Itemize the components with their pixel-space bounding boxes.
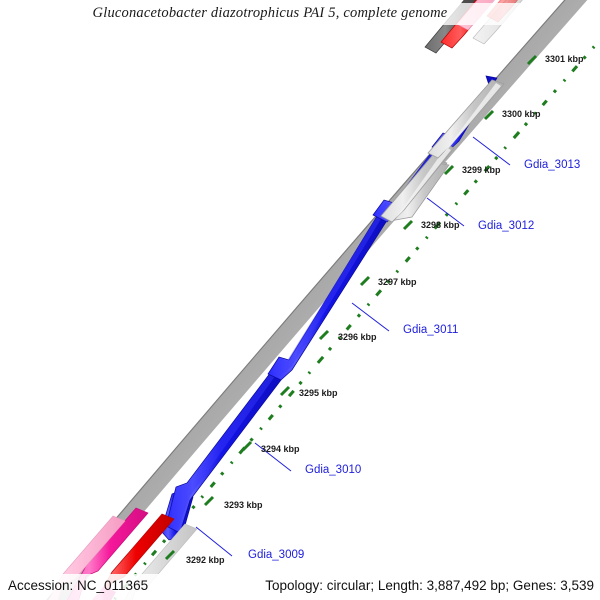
gene-features-gray[interactable] [380,79,505,223]
tick-label: 3301 kbp [545,54,584,64]
tick-label: 3294 kbp [261,444,300,454]
leader-line [195,526,233,557]
gene-label-gdia_3011[interactable]: Gdia_3011 [403,324,459,336]
genome-backbone-track[interactable] [30,0,600,600]
gene-label-gdia_3010[interactable]: Gdia_3010 [305,464,362,476]
tick-label: 3297 kbp [378,277,417,287]
page-title: Gluconacetobacter diazotrophicus PAI 5, … [92,5,448,21]
leader-line [254,442,292,472]
status-bar: Accession: NC_011365 Topology: circular;… [0,574,600,600]
topology-text: Topology: circular; Length: 3,887,492 bp… [265,578,594,593]
tick-label: 3296 kbp [338,332,377,342]
leader-line [472,136,511,166]
tick-label: 3295 kbp [299,388,338,398]
gene-label-leader-lines [195,136,511,557]
gc-skew-dotted-arc [111,37,600,600]
tick-marks [164,54,538,561]
accession-text: Accession: NC_011365 [8,578,149,593]
tick-label: 3293 kbp [224,500,263,510]
leader-line [426,197,465,227]
tick-label: 3299 kbp [462,165,501,175]
gene-label-gdia_3013[interactable]: Gdia_3013 [524,159,581,171]
gene-label-gdia_3012[interactable]: Gdia_3012 [478,220,535,232]
leader-line [351,302,390,332]
tick-label: 3298 kbp [421,220,460,230]
tick-label: 3292 kbp [186,555,225,565]
tick-label: 3300 kbp [502,109,541,119]
gene-label-gdia_3009[interactable]: Gdia_3009 [248,549,305,561]
